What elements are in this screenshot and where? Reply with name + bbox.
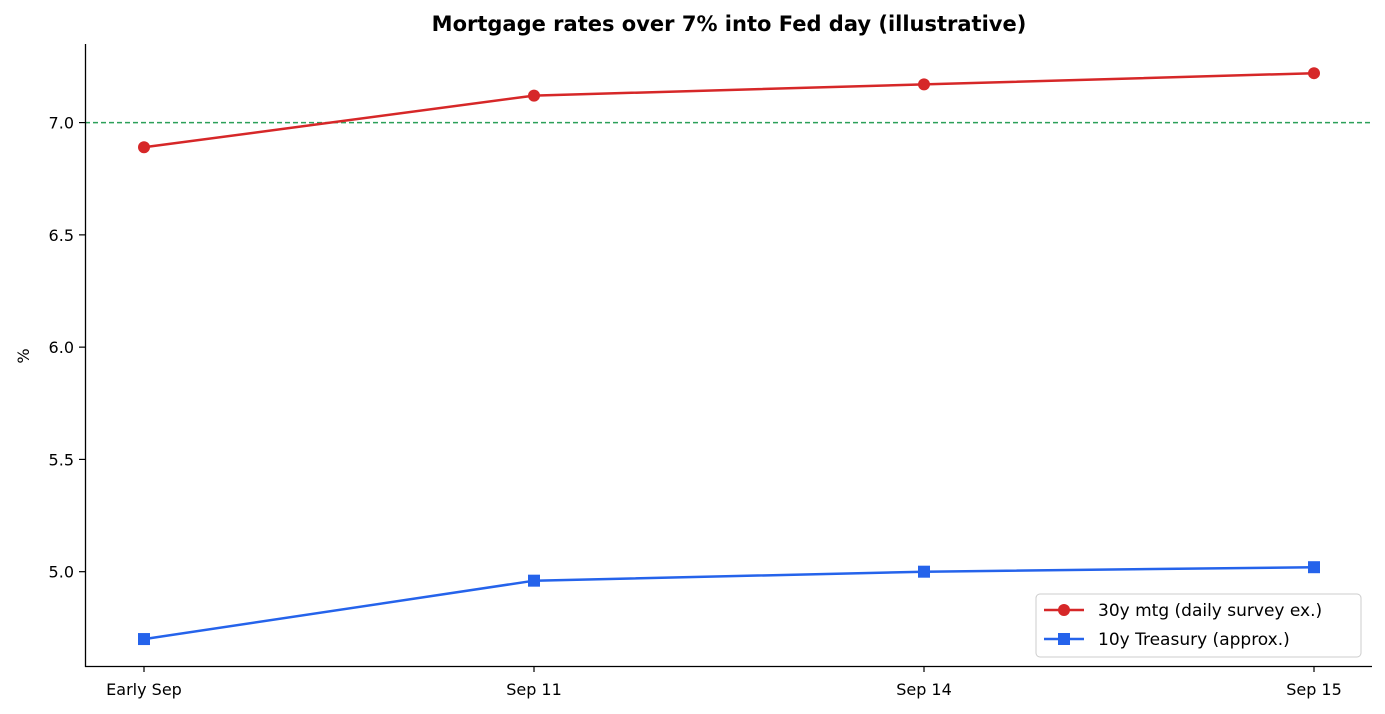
legend-item-treasury: 10y Treasury (approx.) — [1044, 630, 1290, 650]
legend-item-mortgage: 30y mtg (daily survey ex.) — [1044, 601, 1322, 621]
y-tick-label: 7.0 — [49, 114, 74, 133]
legend-box — [1035, 593, 1362, 658]
x-ticks: Early Sep Sep 11 Sep 14 Sep 15 — [106, 666, 1342, 699]
data-point-treasury — [138, 633, 150, 646]
x-tick-label: Sep 14 — [896, 680, 952, 699]
legend-label-mortgage: 30y mtg (daily survey ex.) — [1098, 601, 1322, 621]
data-point-treasury — [918, 565, 930, 578]
x-tick-label: Sep 15 — [1286, 680, 1342, 699]
data-point-treasury — [1308, 561, 1320, 574]
y-ticks: 5.0 5.5 6.0 6.5 7.0 — [49, 114, 85, 582]
x-tick-label: Sep 11 — [506, 680, 562, 699]
chart-title: Mortgage rates over 7% into Fed day (ill… — [432, 12, 1027, 36]
legend-marker-square-icon — [1058, 633, 1070, 645]
y-tick-label: 5.0 — [49, 563, 74, 582]
y-tick-label: 6.5 — [49, 226, 74, 245]
series-line-mortgage — [143, 71, 1315, 149]
data-point-treasury — [528, 574, 540, 587]
y-axis-label: % — [14, 348, 33, 363]
data-point-mortgage — [918, 78, 930, 91]
legend-marker-circle-icon — [1058, 604, 1070, 616]
legend: 30y mtg (daily survey ex.) 10y Treasury … — [1035, 593, 1362, 658]
legend-label-treasury: 10y Treasury (approx.) — [1098, 630, 1290, 650]
x-tick-label: Early Sep — [106, 680, 182, 699]
y-tick-label: 5.5 — [49, 450, 74, 469]
data-point-mortgage — [528, 89, 540, 102]
series-line-treasury — [143, 565, 1315, 641]
plot-area — [85, 67, 1372, 646]
data-point-mortgage — [138, 141, 150, 154]
data-point-mortgage — [1308, 67, 1320, 80]
y-tick-label: 6.0 — [49, 338, 74, 357]
